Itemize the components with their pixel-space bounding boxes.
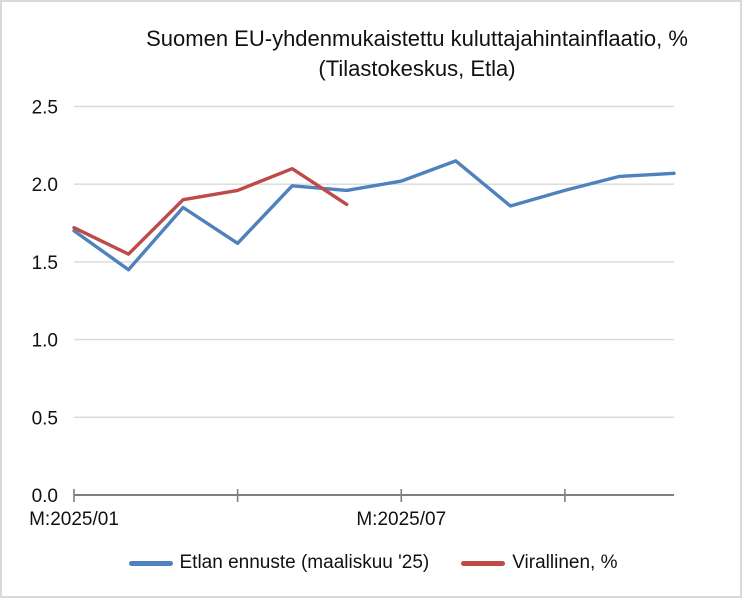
legend-label-etla-forecast: Etlan ennuste (maaliskuu '25) (179, 552, 430, 573)
chart-legend: Etlan ennuste (maaliskuu '25) Virallinen… (2, 552, 740, 574)
chart-title-line1: Suomen EU-yhdenmukaistettu kuluttajahint… (146, 26, 688, 51)
y-tick-label: 0.0 (32, 486, 58, 507)
y-tick-label: 2.0 (32, 175, 58, 196)
series-line-etla-forecast (72, 159, 676, 272)
chart-title-line2: (Tilastokeskus, Etla) (318, 56, 516, 81)
y-tick-label: 0.5 (32, 408, 58, 429)
x-tick-label: M:2025/01 (29, 509, 119, 530)
series-line-official (72, 166, 349, 256)
y-tick-label: 1.0 (32, 331, 58, 352)
legend-swatch-blue-line-icon (128, 560, 173, 566)
legend-swatch-red-line-icon (461, 560, 506, 566)
legend-item-official: Virallinen, % (461, 552, 617, 574)
y-tick-label: 2.5 (32, 98, 58, 119)
chart-title: Suomen EU-yhdenmukaistettu kuluttajahint… (92, 24, 740, 84)
x-tick-label: M:2025/07 (356, 509, 446, 530)
y-tick-label: 1.5 (32, 253, 58, 274)
legend-item-etla-forecast: Etlan ennuste (maaliskuu '25) (128, 552, 430, 574)
legend-label-official: Virallinen, % (512, 552, 618, 573)
